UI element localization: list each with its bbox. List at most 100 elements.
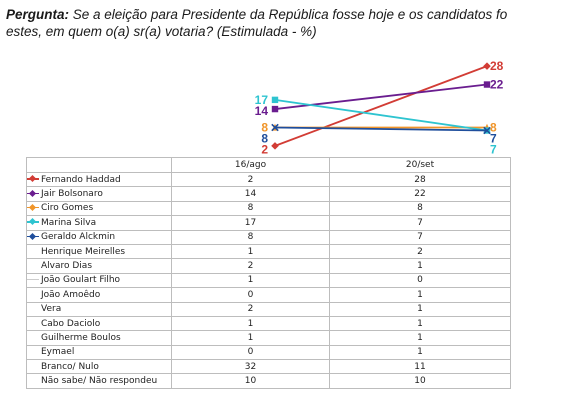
series-name-cell: Geraldo Alckmin — [26, 229, 172, 245]
point-fernando-haddad-1 — [483, 62, 491, 70]
legend-marker-icon — [27, 205, 39, 211]
value-cell-1: 10 — [171, 373, 330, 389]
series-name: Alvaro Dias — [41, 261, 93, 272]
question-label: Pergunta: — [6, 7, 70, 22]
value-cell-1: 1 — [171, 330, 330, 346]
table-row: Não sabe/ Não respondeu 10 10 — [26, 373, 511, 389]
series-name-cell: Cabo Daciolo — [26, 315, 172, 332]
series-name-cell: Ciro Gomes — [26, 200, 172, 217]
series-name-cell: Vera — [26, 301, 172, 317]
series-name-cell: Henrique Meirelles — [26, 243, 172, 260]
series-name: Jair Bolsonaro — [41, 189, 103, 200]
table-row: Marina Silva 17 7 — [26, 215, 511, 231]
series-name: Fernando Haddad — [41, 174, 121, 185]
table-row: Henrique Meirelles 1 2 — [26, 243, 511, 260]
series-name-cell: Jair Bolsonaro — [26, 186, 172, 202]
data-label-right-geraldo-alckmin: 7 — [490, 131, 497, 145]
series-name: Vera — [41, 304, 62, 315]
value-cell-2: 1 — [329, 330, 511, 346]
series-name: Ciro Gomes — [41, 203, 94, 214]
column-header-1: 16/ago — [171, 157, 330, 173]
value-cell-1: 0 — [171, 344, 330, 361]
value-cell-2: 2 — [329, 243, 511, 260]
legend-marker-icon — [27, 176, 39, 182]
value-cell-2: 8 — [329, 200, 511, 217]
table-row: Cabo Daciolo 1 1 — [26, 315, 511, 332]
value-cell-1: 1 — [171, 243, 330, 260]
series-name-cell: Branco/ Nulo — [26, 359, 172, 375]
point-marina-silva-0 — [271, 96, 279, 104]
data-label-right-jair-bolsonaro: 22 — [490, 78, 504, 92]
table-corner — [26, 157, 172, 173]
series-line-fernando-haddad — [274, 65, 488, 147]
table-header-row: 16/ago 20/set — [26, 157, 511, 173]
series-name: Guilherme Boulos — [41, 332, 121, 343]
legend-marker-icon — [27, 234, 39, 240]
table-row: Eymael 0 1 — [26, 344, 511, 361]
series-name-cell: Alvaro Dias — [26, 258, 172, 274]
value-cell-2: 22 — [329, 186, 511, 202]
value-cell-2: 1 — [329, 344, 511, 361]
series-name: Henrique Meirelles — [41, 246, 126, 257]
point-jair-bolsonaro-0 — [271, 105, 279, 113]
value-cell-1: 14 — [171, 186, 330, 202]
value-cell-2: 0 — [329, 272, 511, 289]
value-cell-1: 2 — [171, 301, 330, 317]
data-label-left-geraldo-alckmin: 8 — [261, 131, 268, 145]
series-name-cell: Fernando Haddad — [26, 171, 172, 188]
value-cell-2: 7 — [329, 215, 511, 231]
value-cell-1: 1 — [171, 272, 330, 289]
series-line-geraldo-alckmin — [274, 126, 488, 132]
point-fernando-haddad-0 — [271, 142, 279, 150]
data-label-left-fernando-haddad: 2 — [261, 142, 268, 156]
value-cell-2: 10 — [329, 373, 511, 389]
series-name: Marina Silva — [41, 217, 97, 228]
point-jair-bolsonaro-1 — [483, 81, 491, 88]
value-cell-2: 1 — [329, 315, 511, 332]
series-name: Geraldo Alckmin — [41, 232, 116, 243]
value-cell-1: 2 — [171, 171, 330, 188]
series-name-cell: Eymael — [26, 344, 172, 361]
series-name: João Goulart Filho — [41, 275, 121, 286]
value-cell-1: 0 — [171, 287, 330, 303]
value-cell-2: 1 — [329, 287, 511, 303]
series-name-cell: João Amoêdo — [26, 287, 172, 303]
series-name-cell: João Goulart Filho — [26, 272, 172, 289]
series-name: Eymael — [41, 347, 75, 358]
data-label-left-marina-silva: 17 — [255, 93, 269, 107]
table-row: Branco/ Nulo 32 11 — [26, 359, 511, 375]
point-geraldo-alckmin-0 — [271, 123, 279, 132]
data-label-right-fernando-haddad: 28 — [490, 59, 504, 73]
data-label-right-marina-silva: 7 — [490, 142, 497, 156]
table-row: Vera 2 1 — [26, 301, 511, 317]
value-cell-2: 11 — [329, 359, 511, 375]
point-geraldo-alckmin-1 — [483, 126, 491, 135]
table-body: Fernando Haddad 2 28 Jair Bolsonaro 14 22 Ciro… — [26, 171, 511, 389]
legend-marker-icon — [27, 219, 39, 225]
series-name-cell: Marina Silva — [26, 215, 172, 231]
table-row: Ciro Gomes 8 8 — [26, 200, 511, 217]
series-line-marina-silva — [274, 98, 488, 132]
value-cell-1: 1 — [171, 315, 330, 332]
data-table: 16/ago 20/set Fernando Haddad 2 28 Jair Bol… — [26, 157, 511, 389]
question-text: Pergunta: Se a eleição para Presidente d… — [6, 6, 566, 40]
value-cell-1: 8 — [171, 229, 330, 245]
series-name: Branco/ Nulo — [41, 361, 99, 372]
question-line-2: estes, em quem o(a) sr(a) votaria? (Esti… — [6, 24, 317, 39]
legend-marker-icon — [27, 277, 39, 283]
data-label-right-ciro-gomes: 8 — [490, 120, 497, 134]
series-name: Não sabe/ Não respondeu — [41, 376, 158, 387]
table-row: João Amoêdo 0 1 — [26, 287, 511, 303]
question-line-1: Pergunta: Se a eleição para Presidente d… — [6, 6, 566, 23]
data-label-left-ciro-gomes: 8 — [261, 120, 268, 134]
series-name-cell: Guilherme Boulos — [26, 330, 172, 346]
table-row: João Goulart Filho 1 0 — [26, 272, 511, 289]
value-cell-2: 1 — [329, 258, 511, 274]
series-name: Cabo Daciolo — [41, 318, 101, 329]
series-name-cell: Não sabe/ Não respondeu — [26, 373, 172, 389]
value-cell-2: 28 — [329, 171, 511, 188]
value-cell-1: 2 — [171, 258, 330, 274]
value-cell-1: 32 — [171, 359, 330, 375]
value-cell-2: 7 — [329, 229, 511, 245]
